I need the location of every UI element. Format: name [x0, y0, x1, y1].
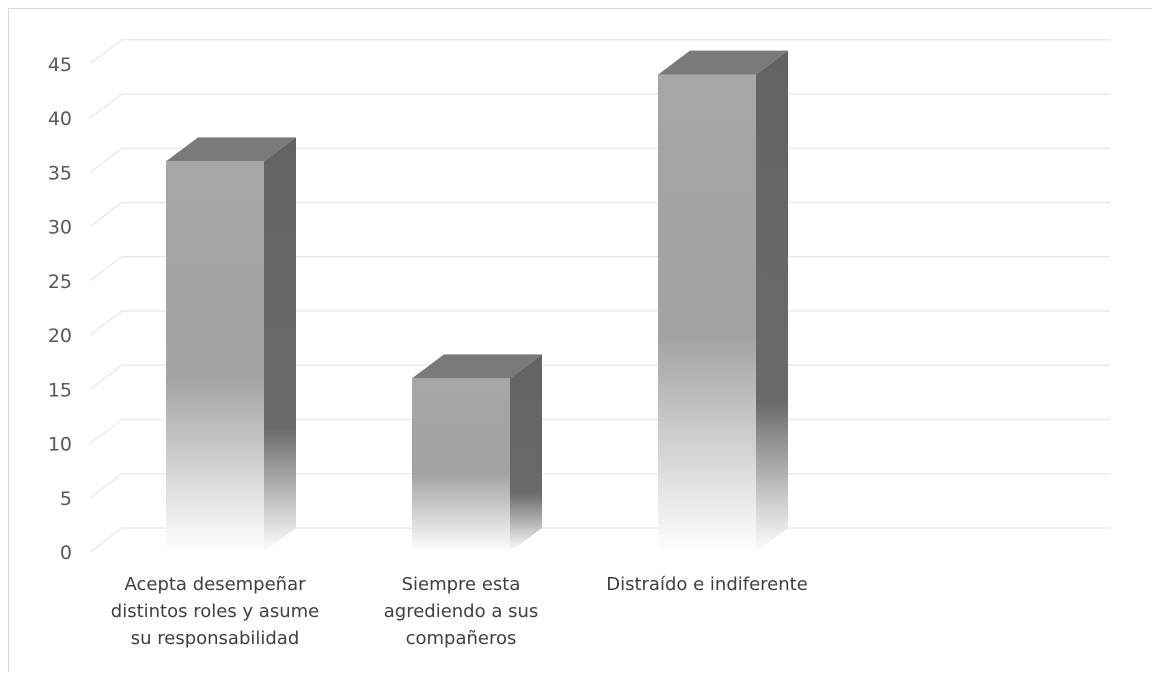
- y-tick-label: 15: [48, 379, 72, 401]
- category-label: Acepta desempeñar distintos roles y asume…: [111, 574, 319, 649]
- y-tick-label: 10: [48, 434, 72, 456]
- bar-top: [412, 354, 542, 379]
- gridline: [89, 39, 1110, 65]
- bar-front: [412, 378, 510, 552]
- y-tick-label: 25: [48, 271, 72, 293]
- category-label: Siempre esta agrediendo a sus compañeros: [384, 574, 539, 649]
- bars: [166, 50, 788, 552]
- bar-side: [510, 354, 542, 552]
- y-tick-label: 20: [48, 325, 72, 347]
- y-tick-label: 40: [48, 108, 72, 130]
- y-tick-label: 5: [60, 488, 72, 510]
- bar-side: [264, 137, 296, 552]
- y-tick-label: 35: [48, 162, 72, 184]
- y-tick-label: 45: [48, 54, 72, 76]
- gridline: [89, 93, 1110, 119]
- bar: [658, 50, 788, 552]
- bar-top: [166, 137, 296, 162]
- bar-side: [756, 50, 788, 552]
- category-label: Distraído e indiferente: [606, 574, 808, 595]
- bar-front: [658, 74, 756, 552]
- y-tick-label: 0: [60, 542, 72, 564]
- bar: [412, 354, 542, 552]
- bar-top: [658, 50, 788, 75]
- y-tick-label: 30: [48, 217, 72, 239]
- y-axis: 0 5 10 15 20 25 30 35 40 45: [48, 54, 72, 564]
- bar-front: [166, 161, 264, 552]
- bar: [166, 137, 296, 552]
- x-axis: Acepta desempeñar distintos roles y asume…: [111, 574, 808, 649]
